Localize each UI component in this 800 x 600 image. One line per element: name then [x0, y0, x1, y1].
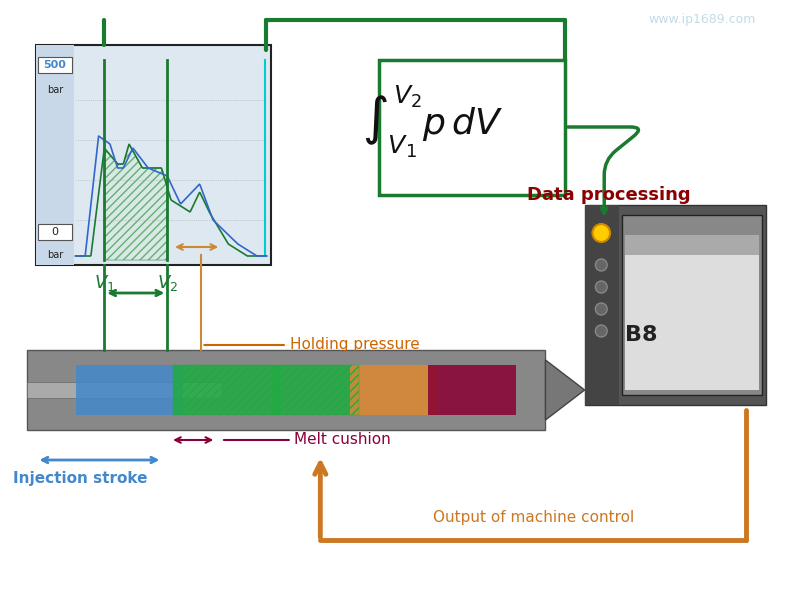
Polygon shape [546, 360, 585, 420]
Bar [37, 45, 74, 265]
Bar [585, 205, 619, 405]
Circle shape [595, 281, 607, 293]
Bar [428, 365, 516, 415]
Text: $\int_{V_1}^{V_2} p\, dV$: $\int_{V_1}^{V_2} p\, dV$ [362, 84, 503, 160]
Bar [37, 45, 271, 265]
Bar [38, 57, 72, 73]
Bar [174, 365, 281, 415]
Bar [622, 215, 762, 395]
Text: 500: 500 [44, 60, 66, 70]
Bar [76, 365, 183, 415]
Bar [625, 235, 759, 255]
Text: bar: bar [47, 85, 63, 95]
Bar [26, 350, 546, 430]
Bar [38, 224, 72, 240]
Text: Output of machine control: Output of machine control [433, 510, 634, 525]
Text: Injection stroke: Injection stroke [14, 470, 148, 485]
Text: Melt cushion: Melt cushion [224, 433, 391, 448]
Bar [585, 205, 766, 405]
Bar [26, 382, 222, 398]
Bar [379, 60, 565, 195]
Bar [174, 365, 359, 415]
Text: Holding pressure: Holding pressure [204, 337, 419, 352]
Text: $V_2$: $V_2$ [157, 273, 178, 293]
Text: $V_1$: $V_1$ [94, 273, 115, 293]
Text: B8: B8 [625, 325, 658, 345]
Text: 0: 0 [51, 227, 58, 237]
Text: bar: bar [47, 250, 63, 260]
Circle shape [595, 259, 607, 271]
Circle shape [595, 325, 607, 337]
Bar [350, 365, 438, 415]
Circle shape [595, 303, 607, 315]
Bar [625, 250, 759, 390]
Bar [271, 365, 359, 415]
Circle shape [593, 224, 610, 242]
Text: www.ip1689.com: www.ip1689.com [649, 13, 756, 26]
Text: Data processing: Data processing [527, 186, 691, 204]
